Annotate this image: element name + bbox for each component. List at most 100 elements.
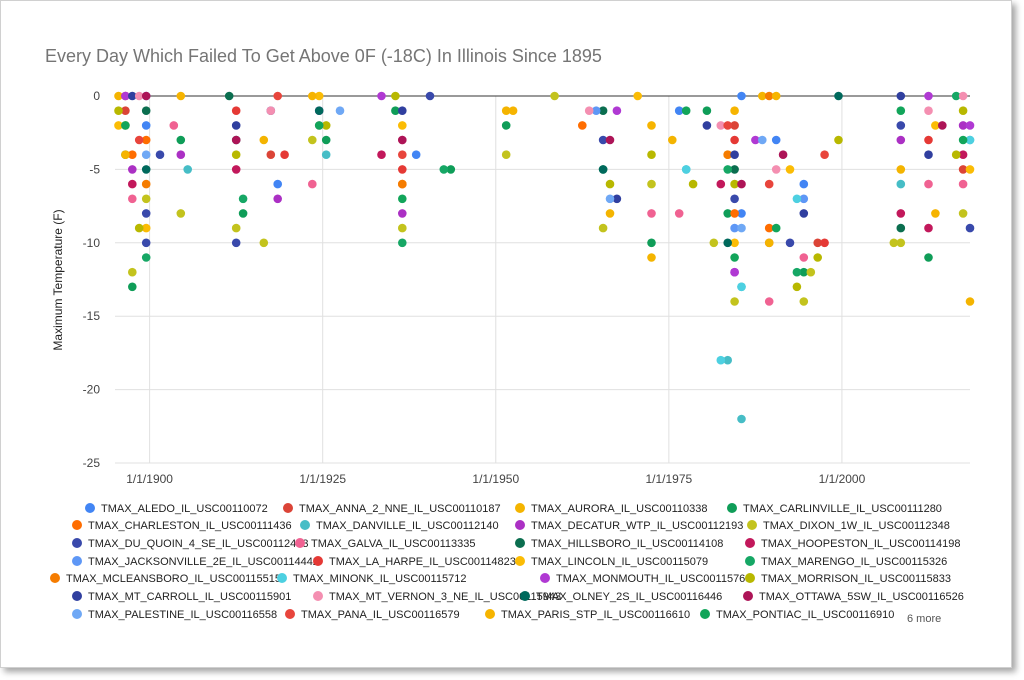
data-point [668, 135, 677, 145]
data-point [730, 238, 739, 248]
legend-more-link[interactable]: 6 more [907, 613, 941, 625]
data-point [398, 194, 407, 204]
legend-marker-icon [313, 556, 323, 566]
data-point [612, 194, 622, 204]
legend-item[interactable]: TMAX_ALEDO_IL_USC00110072 [85, 503, 268, 515]
x-tick-label: 1/1/1900 [126, 472, 173, 486]
data-point [155, 150, 165, 159]
data-point [398, 165, 407, 174]
legend-marker-icon [515, 503, 525, 513]
legend-item[interactable]: TMAX_PONTIAC_IL_USC00116910 [700, 609, 894, 621]
data-point [924, 179, 933, 189]
data-point [128, 267, 137, 277]
legend-item[interactable]: TMAX_PANA_IL_USC00116579 [285, 609, 460, 621]
data-point [183, 165, 192, 174]
data-point [176, 150, 186, 159]
legend-item[interactable]: TMAX_MORRISON_IL_USC00115833 [745, 573, 951, 585]
legend-item[interactable]: TMAX_GALVA_IL_USC00113335 [295, 538, 475, 550]
legend-item[interactable]: TMAX_HOOPESTON_IL_USC00114198 [745, 538, 961, 550]
legend-marker-icon [313, 591, 323, 601]
data-point [273, 194, 283, 204]
legend-item[interactable]: TMAX_DANVILLE_IL_USC00112140 [300, 520, 499, 532]
legend-label: TMAX_MINONK_IL_USC00115712 [293, 573, 466, 585]
data-point [231, 150, 241, 159]
legend-item[interactable]: TMAX_LA_HARPE_IL_USC00114823 [313, 556, 516, 568]
legend-item[interactable]: TMAX_ANNA_2_NNE_IL_USC00110187 [283, 503, 501, 515]
data-point [958, 179, 968, 189]
data-point [141, 253, 151, 262]
data-point [598, 223, 608, 233]
legend-item[interactable]: TMAX_MCLEANSBORO_IL_USC00115515 [50, 573, 281, 585]
legend-item[interactable]: TMAX_HILLSBORO_IL_USC00114108 [515, 538, 723, 550]
data-point [924, 253, 933, 262]
legend-item[interactable]: TMAX_MINONK_IL_USC00115712 [277, 573, 466, 585]
data-point [730, 194, 739, 204]
data-point [128, 194, 137, 204]
data-point [501, 106, 511, 115]
legend-item[interactable]: TMAX_DU_QUOIN_4_SE_IL_USC00112483 [72, 538, 309, 550]
data-point [121, 150, 130, 159]
data-point [231, 106, 241, 115]
data-point [951, 91, 961, 101]
data-point [128, 91, 137, 101]
legend-label: TMAX_MARENGO_IL_USC00115326 [761, 556, 947, 568]
data-point [730, 267, 739, 277]
legend-item[interactable]: TMAX_LINCOLN_IL_USC00115079 [515, 556, 708, 568]
legend-item[interactable]: TMAX_OLNEY_2S_IL_USC00116446 [520, 591, 722, 603]
legend-label: TMAX_CARLINVILLE_IL_USC00111280 [743, 503, 942, 515]
data-point [813, 238, 822, 248]
data-point [965, 121, 975, 130]
legend-item[interactable]: TMAX_PARIS_STP_IL_USC00116610 [485, 609, 690, 621]
legend-marker-icon [72, 609, 82, 619]
legend-marker-icon [515, 556, 525, 566]
legend-label: TMAX_DU_QUOIN_4_SE_IL_USC00112483 [88, 538, 309, 550]
data-point [141, 91, 151, 101]
legend-item[interactable]: TMAX_MONMOUTH_IL_USC00115768 [540, 573, 751, 585]
data-point [737, 414, 746, 424]
legend-marker-icon [485, 609, 495, 619]
legend-label: TMAX_DANVILLE_IL_USC00112140 [316, 520, 499, 532]
data-point [391, 91, 400, 101]
legend-item[interactable]: TMAX_AURORA_IL_USC00110338 [515, 503, 708, 515]
data-point [591, 106, 601, 115]
data-point [377, 150, 386, 159]
data-point [730, 150, 739, 159]
legend-item[interactable]: TMAX_DECATUR_WTP_IL_USC00112193 [515, 520, 743, 532]
legend-item[interactable]: TMAX_PALESTINE_IL_USC00116558 [72, 609, 277, 621]
legend-label: TMAX_PARIS_STP_IL_USC00116610 [501, 609, 690, 621]
x-tick-label: 1/1/1975 [645, 472, 692, 486]
legend-item[interactable]: TMAX_CHARLESTON_IL_USC00111436 [72, 520, 292, 532]
x-tick-label: 1/1/1950 [472, 472, 519, 486]
data-point [896, 238, 906, 248]
data-point [834, 91, 843, 101]
data-point [647, 253, 656, 262]
x-tick-label: 1/1/2000 [819, 472, 866, 486]
legend-item[interactable]: TMAX_MT_VERNON_3_NE_IL_USC00115943 [313, 591, 561, 603]
data-point [792, 194, 802, 204]
data-point [799, 267, 809, 277]
legend-item[interactable]: TMAX_MT_CARROLL_IL_USC00115901 [72, 591, 291, 603]
legend-label: TMAX_AURORA_IL_USC00110338 [531, 503, 708, 515]
data-point [128, 150, 137, 159]
data-point [758, 135, 767, 145]
legend-item[interactable]: TMAX_MARENGO_IL_USC00115326 [745, 556, 947, 568]
y-axis-ticks: 0 -5 -10 -15 -20 -25 [83, 89, 101, 470]
legend-item[interactable]: TMAX_OTTAWA_5SW_IL_USC00116526 [743, 591, 964, 603]
legend-item[interactable]: TMAX_JACKSONVILLE_2E_IL_USC00114442 [72, 556, 319, 568]
data-point [176, 135, 186, 145]
data-point [958, 106, 968, 115]
data-point [764, 179, 774, 189]
data-point [398, 150, 407, 159]
legend-label: TMAX_OTTAWA_5SW_IL_USC00116526 [759, 591, 964, 603]
legend-item[interactable]: TMAX_DIXON_1W_IL_USC00112348 [747, 520, 950, 532]
data-point [121, 106, 130, 115]
data-point [169, 121, 179, 130]
legend-marker-icon [295, 538, 305, 548]
data-point [176, 209, 186, 218]
legend-label: TMAX_HILLSBORO_IL_USC00114108 [531, 538, 723, 550]
y-tick-label: -15 [83, 309, 101, 323]
legend-item[interactable]: TMAX_CARLINVILLE_IL_USC00111280 [727, 503, 942, 515]
x-tick-label: 1/1/1925 [299, 472, 346, 486]
data-point [605, 194, 615, 204]
chart-title: Every Day Which Failed To Get Above 0F (… [45, 46, 602, 66]
